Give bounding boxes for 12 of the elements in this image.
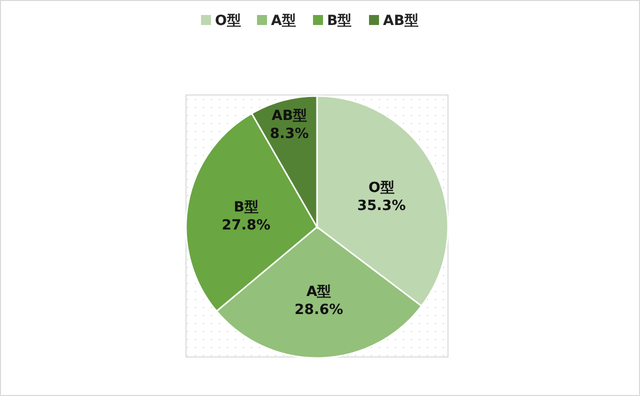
legend-label: AB型 <box>383 13 419 29</box>
legend-label: A型 <box>271 13 296 29</box>
data-label: 35.3% <box>357 198 406 214</box>
slice-label: O型 <box>368 180 394 196</box>
data-label: 28.6% <box>294 302 344 318</box>
data-label: 8.3% <box>270 126 309 142</box>
slice-label: AB型 <box>272 108 308 124</box>
data-label: 27.8% <box>222 217 270 234</box>
slice-label: B型 <box>234 199 258 216</box>
legend-label: B型 <box>327 13 352 29</box>
legend-label: O型 <box>215 13 241 29</box>
slice-label: A型 <box>306 284 332 300</box>
